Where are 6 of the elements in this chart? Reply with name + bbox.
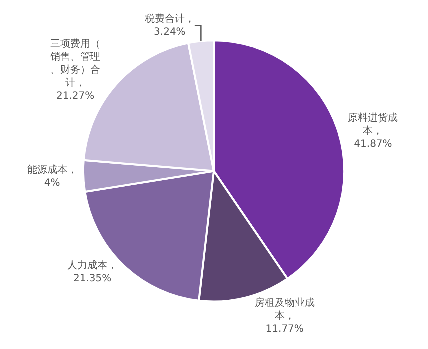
slice-label: 三项费用（销售、管理、财务）合计，21.27% bbox=[50, 38, 101, 102]
slice-label: 税费合计，3.24% bbox=[144, 13, 195, 38]
slice-label: 能源成本，4% bbox=[27, 164, 78, 189]
slice-label: 原料进货成本，41.87% bbox=[348, 112, 398, 150]
slice-label: 房租及物业成本，11.77% bbox=[254, 296, 315, 335]
slice-label: 人力成本，21.35% bbox=[68, 260, 118, 285]
